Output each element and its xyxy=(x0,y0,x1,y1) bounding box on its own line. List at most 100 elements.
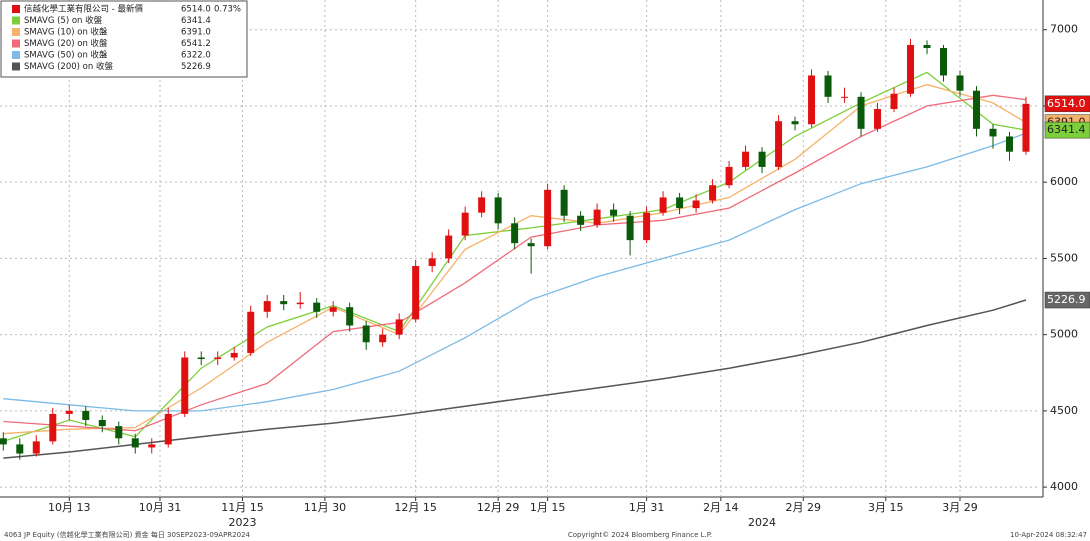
legend-label: SMAVG (50) on 收盤 xyxy=(24,50,108,61)
legend-label: SMAVG (5) on 收盤 xyxy=(24,15,103,26)
candle-body xyxy=(49,413,57,442)
candle-body xyxy=(972,90,980,129)
x-tick-label: 3月 29 xyxy=(942,501,978,514)
candle-body xyxy=(164,413,172,445)
candle-body xyxy=(923,44,931,49)
candle-body xyxy=(214,357,222,360)
candle-body xyxy=(676,197,684,209)
candle-body xyxy=(346,307,354,326)
candle-body xyxy=(329,307,337,312)
candle-body xyxy=(659,197,667,213)
candle-body xyxy=(758,151,766,167)
footer-right: 10-Apr-2024 08:32:47 xyxy=(1010,531,1087,539)
legend-swatch xyxy=(12,62,20,71)
candle-body xyxy=(362,325,370,343)
candle-body xyxy=(65,410,73,414)
candle-body xyxy=(428,258,436,267)
candle-body xyxy=(230,352,238,358)
candle-body xyxy=(775,121,783,167)
plot-area xyxy=(0,0,1040,497)
legend-label: SMAVG (20) on 收盤 xyxy=(24,38,108,49)
candle-body xyxy=(131,438,139,448)
x-tick-label: 1月 31 xyxy=(629,501,665,514)
candle-body xyxy=(989,128,997,137)
x-tick-label: 3月 15 xyxy=(868,501,904,514)
candle-body xyxy=(478,197,486,213)
legend-value: 6341.4 xyxy=(181,16,211,26)
legend-value: 6541.2 xyxy=(181,39,211,49)
candle-body xyxy=(940,48,948,76)
legend-label: SMAVG (200) on 收盤 xyxy=(24,61,113,72)
legend-label: 信越化學工業有限公司 - 最新價 xyxy=(24,4,143,15)
x-tick-label: 10月 31 xyxy=(139,501,182,514)
x-tick-label: 2月 29 xyxy=(786,501,822,514)
candle-body xyxy=(148,444,156,448)
candle-body xyxy=(115,426,123,439)
candle-body xyxy=(32,441,40,454)
year-label: 2023 xyxy=(228,516,256,529)
y-tick-label: 4500 xyxy=(1050,404,1078,417)
candle-body xyxy=(16,444,24,454)
candle-body xyxy=(379,334,387,343)
footer-center: Copyright© 2024 Bloomberg Finance L.P. xyxy=(568,531,712,539)
moving-average-line xyxy=(3,132,1027,412)
candle-body xyxy=(263,301,271,312)
candle-body xyxy=(907,44,915,94)
candle-body xyxy=(527,243,535,247)
candle-body xyxy=(692,200,700,209)
candle-body xyxy=(197,357,205,360)
x-tick-label: 12月 29 xyxy=(477,501,520,514)
candle-body xyxy=(296,302,304,305)
candle-body xyxy=(511,223,519,244)
price-badge-label: 6514.0 xyxy=(1047,97,1086,110)
candle-body xyxy=(560,189,568,216)
candle-body xyxy=(610,209,618,216)
candle-body xyxy=(82,410,90,421)
legend-swatch xyxy=(12,28,20,36)
legend-value: 5226.9 xyxy=(181,62,211,72)
candle-body xyxy=(725,166,733,186)
candle-body xyxy=(890,93,898,110)
legend-value: 6514.0 xyxy=(181,5,211,15)
price-badge xyxy=(1044,291,1090,309)
candle-body xyxy=(280,301,288,305)
legend-value: 6391.0 xyxy=(181,28,211,38)
y-tick-label: 5000 xyxy=(1050,328,1078,341)
candle-body xyxy=(709,185,717,201)
y-tick-label: 4000 xyxy=(1050,480,1078,493)
candle-body xyxy=(643,212,651,241)
candle-body xyxy=(824,75,832,97)
candle-body xyxy=(874,109,882,129)
price-badge xyxy=(1044,95,1090,113)
candle-body xyxy=(181,357,189,414)
candle-body xyxy=(791,121,799,125)
candle-body xyxy=(98,420,106,427)
footer-left: 4063 JP Equity (信越化學工業有限公司) 資金 每日 30SEP2… xyxy=(4,530,251,539)
candle-body xyxy=(313,302,321,312)
candle-body xyxy=(1005,136,1013,152)
candle-body xyxy=(1022,103,1030,152)
price-badge-label: 6341.4 xyxy=(1047,123,1086,136)
moving-average-line xyxy=(3,83,1027,435)
x-tick-label: 11月 15 xyxy=(221,501,264,514)
candle-body xyxy=(412,266,420,320)
x-tick-label: 10月 13 xyxy=(48,501,91,514)
legend-swatch xyxy=(12,51,20,59)
candle-body xyxy=(577,215,585,225)
candle-body xyxy=(494,197,502,224)
moving-average-line xyxy=(3,299,1027,459)
y-tick-label: 7000 xyxy=(1050,23,1078,36)
year-label: 2024 xyxy=(748,516,776,529)
candle-body xyxy=(544,189,552,247)
price-badge xyxy=(1044,121,1090,139)
candle-body xyxy=(808,75,816,125)
price-badge-label: 5226.9 xyxy=(1047,293,1086,306)
legend-swatch xyxy=(12,5,20,13)
x-tick-label: 1月 15 xyxy=(530,501,566,514)
candle-body xyxy=(841,96,849,98)
legend-box xyxy=(0,0,248,78)
candle-body xyxy=(461,212,469,236)
x-tick-label: 12月 15 xyxy=(394,501,437,514)
x-tick-label: 2月 14 xyxy=(703,501,739,514)
